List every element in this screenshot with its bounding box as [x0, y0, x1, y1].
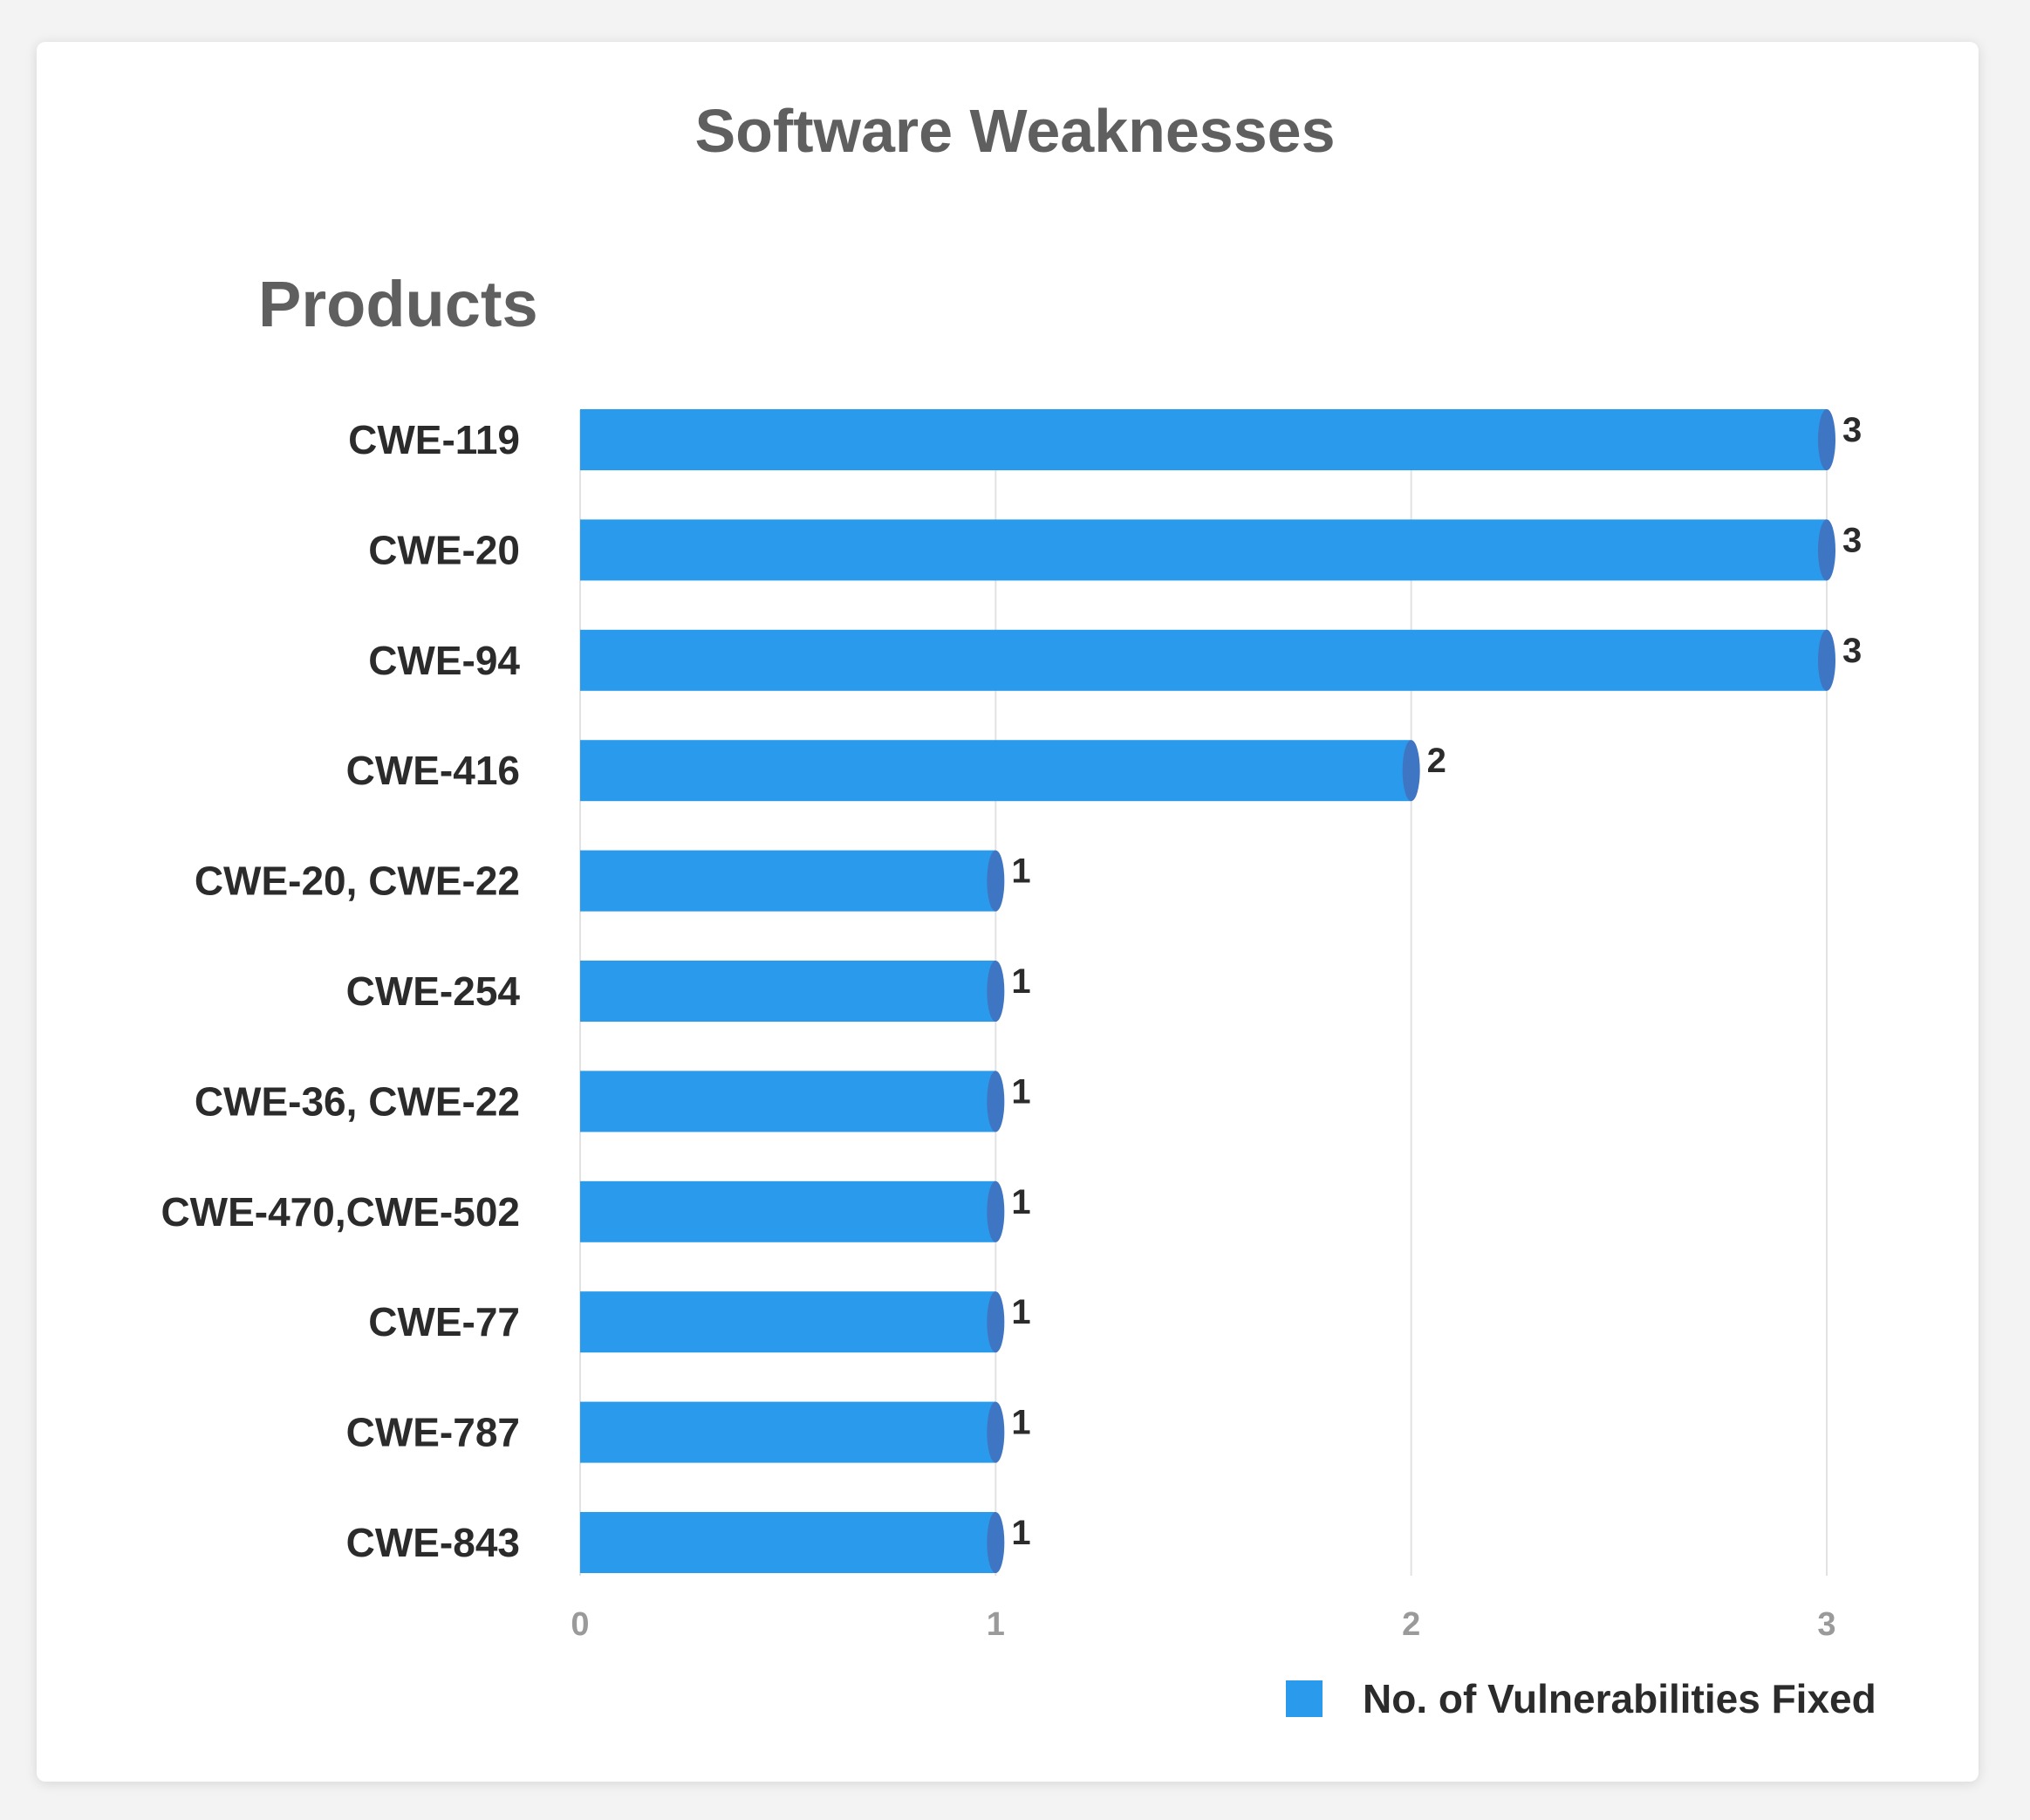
- category-label: CWE-20: [368, 527, 520, 572]
- category-label: CWE-416: [346, 748, 520, 793]
- x-tick-label: 0: [571, 1606, 589, 1643]
- bar-cap: [987, 1071, 1005, 1132]
- bar: [580, 1071, 996, 1132]
- legend-swatch: [1286, 1680, 1323, 1717]
- data-label: 2: [1427, 742, 1446, 780]
- category-label: CWE-254: [346, 968, 521, 1014]
- data-label: 3: [1842, 521, 1862, 559]
- bar: [580, 629, 1827, 691]
- x-tick-label: 3: [1817, 1606, 1835, 1643]
- bar: [580, 519, 1827, 581]
- category-label: CWE-20, CWE-22: [195, 859, 520, 904]
- bar-cap: [987, 961, 1005, 1022]
- category-label: CWE-843: [346, 1520, 520, 1565]
- bar: [580, 1401, 996, 1463]
- bar: [580, 1512, 996, 1573]
- bar-cap: [987, 1512, 1005, 1573]
- category-label: CWE-470,CWE-502: [161, 1189, 520, 1235]
- x-tick-label: 1: [987, 1606, 1005, 1643]
- data-label: 3: [1842, 632, 1862, 670]
- bar: [580, 850, 996, 912]
- data-label: 1: [1011, 1072, 1030, 1111]
- x-tick-label: 2: [1402, 1606, 1420, 1643]
- chart-title: Software Weaknesses: [694, 97, 1336, 165]
- bar-cap: [987, 1401, 1005, 1463]
- category-label: CWE-77: [368, 1299, 520, 1344]
- data-label: 1: [1011, 852, 1030, 891]
- bar: [580, 1180, 996, 1242]
- data-label: 1: [1011, 1293, 1030, 1331]
- bar: [580, 409, 1827, 470]
- y-axis-title: Products: [258, 268, 538, 340]
- legend-label: No. of Vulnerabilities Fixed: [1363, 1676, 1876, 1721]
- bar-cap: [987, 1180, 1005, 1242]
- bar-cap: [1818, 409, 1835, 470]
- bar: [580, 740, 1411, 802]
- category-label: CWE-787: [346, 1410, 520, 1455]
- bar-cap: [1818, 629, 1835, 691]
- data-label: 1: [1011, 962, 1030, 1001]
- bar: [580, 961, 996, 1022]
- category-label: CWE-119: [348, 417, 520, 462]
- category-label: CWE-94: [368, 638, 520, 683]
- category-label: CWE-36, CWE-22: [195, 1078, 520, 1124]
- data-label: 1: [1011, 1183, 1030, 1221]
- data-label: 3: [1842, 411, 1862, 449]
- chart-card: [37, 42, 1979, 1782]
- bar-cap: [987, 1291, 1005, 1353]
- bar-cap: [987, 850, 1005, 912]
- bar-cap: [1402, 740, 1420, 802]
- data-label: 1: [1011, 1514, 1030, 1552]
- bar: [580, 1291, 996, 1353]
- legend: No. of Vulnerabilities Fixed: [1286, 1675, 1876, 1722]
- data-label: 1: [1011, 1404, 1030, 1442]
- bar-cap: [1818, 519, 1835, 581]
